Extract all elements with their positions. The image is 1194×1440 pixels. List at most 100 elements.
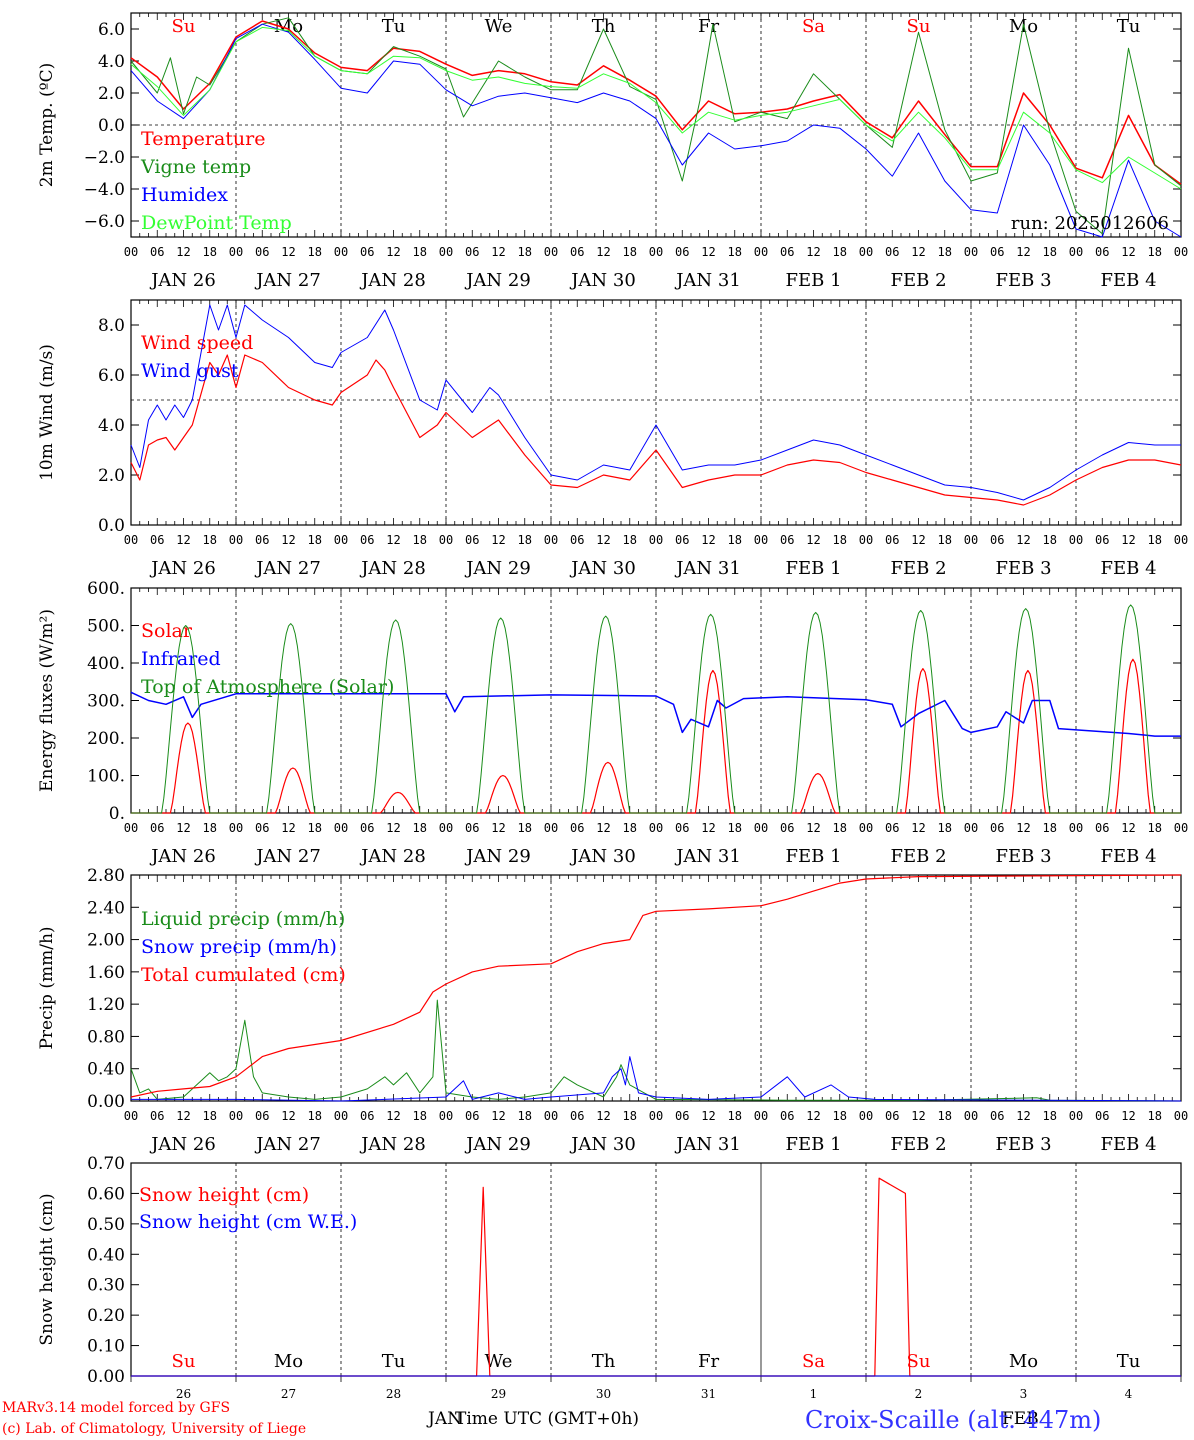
hour-tick-label: 06 (570, 245, 584, 259)
hour-tick-label: 06 (1095, 1109, 1109, 1123)
y-tick-label: 1.60 (87, 963, 125, 983)
y-tick-label: 0.00 (87, 1367, 125, 1387)
precip-panel: 2.80 2.40 2.00 1.60 1.20 0.80 0.40 0.00 Precip (… (37, 866, 1188, 1155)
hour-tick-label: 06 (360, 1109, 374, 1123)
hour-tick-label: 06 (465, 533, 479, 547)
day-number-label: 4 (1125, 1387, 1133, 1401)
y-tick-label: 0.40 (87, 1245, 125, 1265)
hour-tick-label: 12 (806, 821, 820, 835)
hour-tick-label: 00 (1069, 821, 1083, 835)
hour-tick-label: 18 (413, 1109, 427, 1123)
y-tick-label: 2.0 (98, 84, 125, 104)
hour-tick-label: 12 (1121, 245, 1135, 259)
hour-tick-label: 12 (1121, 1109, 1135, 1123)
weekday-label: Tu (382, 1351, 406, 1372)
day-label: FEB 2 (890, 1134, 946, 1155)
day-label: FEB 2 (890, 846, 946, 867)
hour-tick-label: 00 (334, 1109, 348, 1123)
hour-tick-label: 00 (964, 821, 978, 835)
hour-tick-label: 06 (885, 821, 899, 835)
hour-tick-label: 12 (491, 821, 505, 835)
hour-tick-label: 18 (413, 821, 427, 835)
hour-tick-label: 00 (229, 533, 243, 547)
day-label: JAN 31 (674, 846, 741, 867)
hour-tick-label: 18 (728, 821, 742, 835)
y-tick-label: 0.60 (87, 1184, 125, 1204)
series-line-total-cumulated-cm (130, 874, 1182, 1098)
hour-tick-label: 06 (150, 821, 164, 835)
weekday-label: Su (907, 16, 931, 37)
hour-tick-label: 18 (518, 533, 532, 547)
hour-tick-label: 06 (255, 1109, 269, 1123)
series-line-snow-precip-mm-h (131, 1056, 1182, 1102)
weekday-label: Sa (802, 1351, 825, 1372)
series-line-humidex (130, 23, 1182, 238)
hour-tick-label: 12 (386, 1109, 400, 1123)
hour-tick-label: 12 (596, 1109, 610, 1123)
hour-tick-label: 12 (1016, 821, 1030, 835)
hour-tick-label: 06 (570, 533, 584, 547)
hour-tick-label: 06 (150, 533, 164, 547)
hour-tick-label: 00 (1069, 533, 1083, 547)
day-number-label: 2 (915, 1387, 923, 1401)
y-tick-label: 100. (87, 767, 125, 787)
hour-tick-label: 18 (833, 245, 847, 259)
y-tick-label: 500. (87, 617, 125, 637)
hour-tick-label: 18 (413, 533, 427, 547)
hour-tick-label: 12 (386, 533, 400, 547)
hour-tick-label: 12 (491, 245, 505, 259)
hour-tick-label: 06 (1095, 533, 1109, 547)
y-tick-label: 0.00 (87, 1092, 125, 1112)
hour-tick-label: 18 (833, 1109, 847, 1123)
footer-model-text: MARv3.14 model forced by GFS (2, 1400, 230, 1416)
hour-tick-label: 12 (281, 1109, 295, 1123)
hour-tick-label: 00 (649, 533, 663, 547)
hour-tick-label: 00 (754, 821, 768, 835)
weekday-label: Fr (698, 16, 719, 37)
hour-tick-label: 00 (1174, 245, 1188, 259)
wind-panel: 8.0 6.0 4.0 2.0 0.0 10m Wind (m/s) 00 06 12 18 00 0… (37, 299, 1188, 579)
hour-tick-label: 06 (675, 245, 689, 259)
hour-tick-label: 06 (780, 1109, 794, 1123)
wind-frame (130, 299, 1182, 526)
hour-tick-label: 18 (1148, 533, 1162, 547)
hour-tick-label: 18 (203, 821, 217, 835)
day-label: JAN 26 (149, 846, 216, 867)
energy-panel: 600. 500. 400. 300. 200. 100. 0. Energy fluxes … (37, 579, 1188, 867)
hour-tick-label: 18 (308, 533, 322, 547)
y-tick-label: 0. (109, 804, 125, 824)
day-label: JAN 26 (149, 1134, 216, 1155)
y-axis-label: Snow height (cm) (37, 1193, 57, 1345)
y-tick-label: 4.0 (98, 52, 125, 72)
hour-tick-label: 00 (754, 245, 768, 259)
legend-entry: Snow precip (mm/h) (141, 936, 337, 958)
hour-tick-label: 18 (1043, 245, 1057, 259)
hour-tick-label: 06 (780, 533, 794, 547)
hour-tick-label: 00 (1069, 245, 1083, 259)
day-label: FEB 3 (995, 558, 1051, 579)
y-tick-label: 0.20 (87, 1306, 125, 1326)
weekday-label: Th (592, 1351, 616, 1372)
legend-entry: Snow height (cm W.E.) (139, 1211, 357, 1233)
hour-tick-label: 00 (124, 245, 138, 259)
hour-tick-label: 00 (229, 821, 243, 835)
hour-tick-label: 00 (649, 821, 663, 835)
snow-panel: 0.70 0.60 0.50 0.40 0.30 0.20 0.10 0.00 Snow hei… (37, 1154, 1182, 1401)
hour-tick-label: 06 (360, 245, 374, 259)
y-tick-label: 2.80 (87, 866, 125, 886)
hour-tick-label: 12 (176, 533, 190, 547)
hour-tick-label: 00 (544, 533, 558, 547)
y-tick-label: 0.40 (87, 1060, 125, 1080)
hour-tick-label: 06 (990, 821, 1004, 835)
hour-tick-label: 06 (360, 821, 374, 835)
y-tick-label: 1.20 (87, 995, 125, 1015)
day-label: JAN 30 (569, 558, 636, 579)
series-line-temperature (130, 20, 1182, 185)
day-label: FEB 4 (1100, 558, 1156, 579)
series-line-infrared (130, 691, 1181, 737)
hour-tick-label: 00 (544, 1109, 558, 1123)
legend-entry: Snow height (cm) (139, 1184, 309, 1206)
footer-xlabel: Time UTC (GMT+0h) (455, 1409, 639, 1429)
day-label: FEB 4 (1100, 1134, 1156, 1155)
